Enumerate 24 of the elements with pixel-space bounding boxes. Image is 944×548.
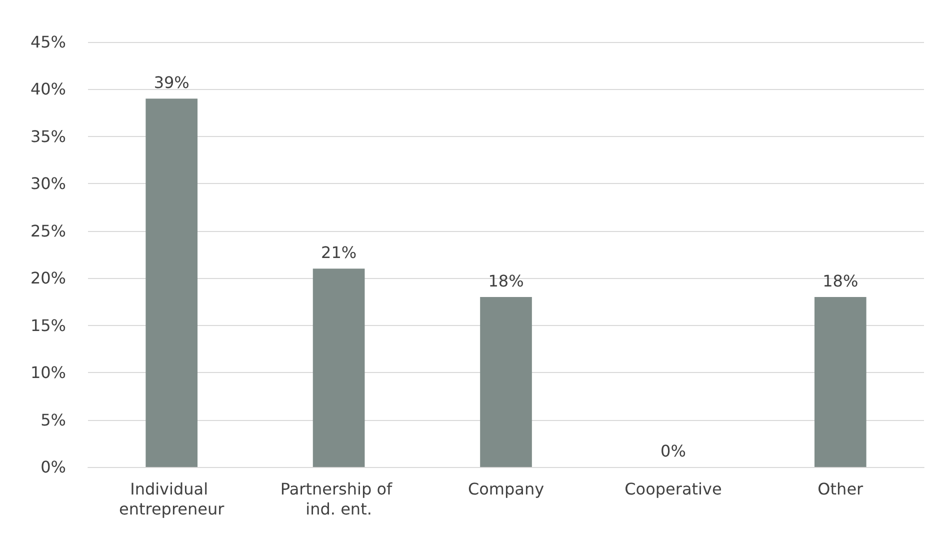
x-tick-label: Cooperative	[624, 480, 722, 498]
y-tick-label: 10%	[30, 363, 66, 382]
x-tick-label: Company	[468, 480, 544, 498]
y-tick-label: 20%	[30, 268, 66, 288]
y-tick-label: 40%	[30, 80, 66, 99]
y-tick-label: 25%	[30, 221, 66, 240]
data-label: 18%	[488, 272, 524, 290]
y-tick-label: 45%	[30, 32, 66, 52]
y-tick-label: 35%	[30, 126, 66, 146]
data-label: 18%	[822, 272, 858, 290]
y-tick-label: 5%	[40, 410, 66, 430]
y-tick-label: 0%	[40, 458, 66, 476]
x-tick-label: Individual entrepreneur	[118, 480, 225, 518]
bar	[312, 268, 365, 467]
bar	[814, 297, 866, 467]
y-tick-label: 30%	[30, 174, 66, 194]
data-label: 21%	[321, 243, 357, 262]
y-tick-label: 15%	[30, 316, 66, 335]
data-label: 39%	[154, 73, 190, 92]
x-tick-label: Other	[818, 480, 864, 498]
data-label: 0%	[660, 442, 686, 460]
x-tick-label: Partnership of ind. ent.	[280, 480, 398, 518]
bar	[146, 98, 198, 467]
bar	[480, 297, 532, 467]
